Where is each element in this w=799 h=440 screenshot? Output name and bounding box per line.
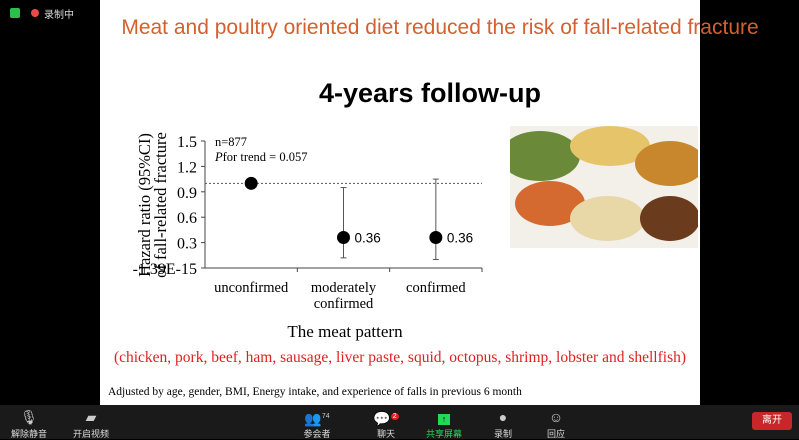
leave-button[interactable]: 离开 [752, 412, 792, 430]
chat-icon: 💬 2 [373, 410, 399, 427]
x-category-label: moderately [311, 280, 377, 296]
recording-dot-icon [31, 9, 39, 17]
y-tick-label: 1.2 [177, 159, 197, 176]
y-axis-label-line1: Hazard ratio (95%CI) [135, 133, 154, 277]
y-tick-label: 0.9 [177, 185, 197, 202]
data-label: 0.36 [447, 231, 473, 246]
slide-subtitle: 4-years follow-up [318, 78, 542, 108]
share-screen-icon: ↑ [419, 407, 469, 427]
x-category-label: confirmed [406, 280, 466, 296]
x-category-label: unconfirmed [214, 280, 289, 296]
participants-button[interactable]: 👥74 参会者 [292, 407, 342, 440]
record-icon: ● [498, 409, 508, 425]
chat-button[interactable]: 💬 2 聊天 [361, 407, 411, 440]
sample-size-annotation: n=877 [215, 135, 247, 149]
record-button[interactable]: ● 录制 [478, 407, 528, 440]
x-category-label: confirmed [314, 296, 374, 312]
meeting-toolbar: 🎙 解除静音 ▰ 开启视频 👥74 参会者 💬 2 聊天 ↑ 共享屏幕 ● 录制 ☺ 回应 [0, 405, 799, 439]
mic-muted-icon: 🎙 [20, 409, 38, 425]
slide-title: Meat and poultry oriented diet reduced t… [121, 16, 759, 39]
y-tick-label: 0.3 [177, 236, 197, 253]
meat-foods-list: (chicken, pork, beef, ham, sausage, live… [113, 349, 687, 366]
video-off-icon: ▰ [85, 409, 97, 425]
y-tick-label: 1.5 [177, 134, 197, 151]
recording-status: 录制中 [44, 10, 74, 21]
x-axis-label: The meat pattern [287, 322, 403, 341]
unmute-button[interactable]: 🎙 解除静音 [4, 407, 54, 440]
food-photo [510, 126, 698, 248]
y-axis-label-line2: of fall-related fracture [151, 132, 170, 278]
data-label: 0.36 [355, 231, 381, 246]
share-screen-button[interactable]: ↑ 共享屏幕 [419, 407, 469, 440]
y-tick-label: 0.6 [177, 210, 197, 227]
shield-icon [10, 8, 20, 18]
hazard-ratio-chart: -1.39E-15 0.3 0.6 0.9 1.2 1.5 unconfirmed moder… [133, 132, 483, 312]
data-point [244, 176, 258, 190]
reaction-icon: ☺ [548, 409, 564, 425]
data-point [429, 231, 443, 245]
data-point [337, 231, 350, 245]
start-video-button[interactable]: ▰ 开启视频 [66, 407, 116, 440]
y-tick-label: -1.39E-15 [133, 261, 197, 278]
footnote: Adjusted by age, gender, BMI, Energy int… [108, 386, 522, 398]
participants-icon: 👥74 [304, 410, 330, 427]
p-trend-annotation: Pfor trend = 0.057 [214, 150, 307, 164]
reaction-button[interactable]: ☺ 回应 [531, 407, 581, 440]
